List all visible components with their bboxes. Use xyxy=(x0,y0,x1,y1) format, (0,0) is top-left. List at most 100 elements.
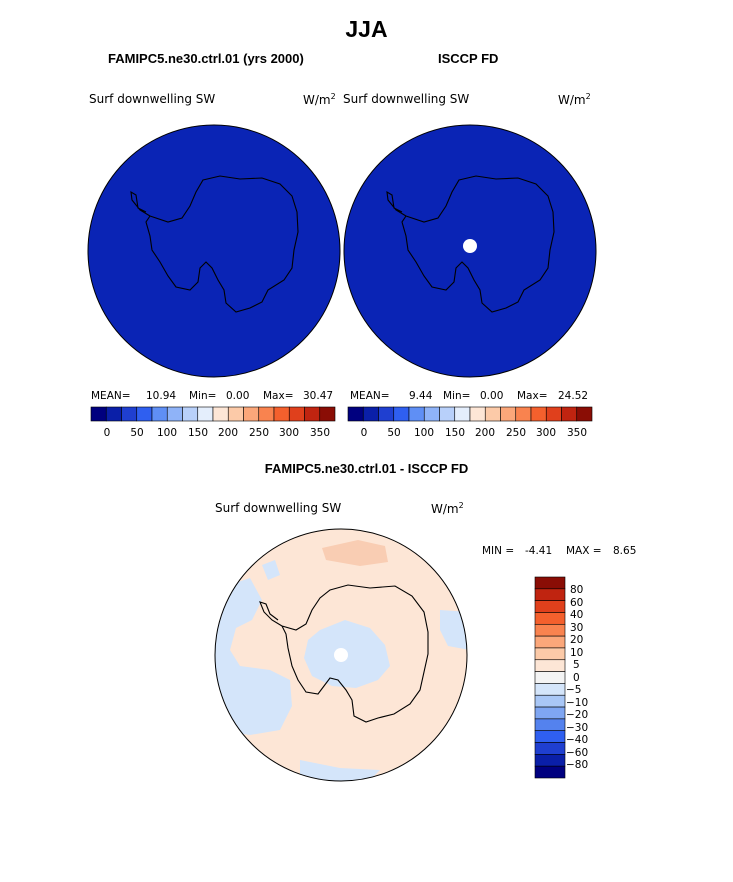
colorbar-diff-label: −10 xyxy=(566,697,589,709)
panel-2-min-value: 0.00 xyxy=(480,390,504,402)
colorbar-diff-label: 20 xyxy=(570,634,584,646)
colorbar-swatch xyxy=(534,612,566,625)
colorbar-1-tick: 200 xyxy=(217,427,239,439)
negative-region xyxy=(215,578,292,735)
colorbar-swatch xyxy=(534,754,566,767)
colorbar-swatch xyxy=(319,406,336,422)
panel-1-mean-value: 10.94 xyxy=(146,390,177,402)
colorbar-swatch xyxy=(197,406,214,422)
colorbar-1-tick: 0 xyxy=(103,427,111,439)
colorbar-swatch xyxy=(534,600,566,613)
diff-heading: FAMIPC5.ne30.ctrl.01 - ISCCP FD xyxy=(264,461,469,476)
colorbar-2-tick: 100 xyxy=(413,427,435,439)
colorbar-diff xyxy=(534,576,566,779)
panel-1-min-value: 0.00 xyxy=(226,390,250,402)
colorbar-swatch xyxy=(530,406,547,422)
panel-2-field-label: Surf downwelling SW xyxy=(343,92,470,106)
colorbar-1-tick: 350 xyxy=(309,427,331,439)
panel-2-min-label: Min= xyxy=(443,390,471,402)
panel-1-max-label: Max= xyxy=(263,390,294,402)
colorbar-swatch xyxy=(151,406,168,422)
diff-field-label: Surf downwelling SW xyxy=(215,501,342,515)
colorbar-swatch xyxy=(534,659,566,672)
colorbar-swatch xyxy=(576,406,593,422)
colorbar-diff-label: 30 xyxy=(570,622,584,634)
colorbar-swatch xyxy=(258,406,275,422)
panel-1-min-label: Min= xyxy=(189,390,217,402)
figure-title: JJA xyxy=(345,16,388,42)
colorbar-swatch xyxy=(136,406,153,422)
diff-max-value: 8.65 xyxy=(613,545,637,557)
colorbar-swatch xyxy=(288,406,305,422)
colorbar-2-tick: 50 xyxy=(387,427,401,439)
colorbar-1-tick: 150 xyxy=(187,427,209,439)
colorbar-diff-label: −80 xyxy=(566,759,589,771)
negative-region xyxy=(300,760,380,781)
colorbar-swatch xyxy=(469,406,486,422)
colorbar-diff-label: 60 xyxy=(570,597,584,609)
colorbar-diff-label: −30 xyxy=(566,722,589,734)
colorbar-diff-label: 0 xyxy=(573,672,580,684)
colorbar-swatch xyxy=(534,683,566,696)
colorbar-diff-label: −5 xyxy=(566,684,582,696)
colorbar-swatch xyxy=(534,635,566,649)
colorbar-swatch xyxy=(393,406,410,422)
diff-min-value: -4.41 xyxy=(525,545,553,557)
colorbar-swatch xyxy=(362,406,379,422)
colorbar-swatch xyxy=(90,406,107,422)
diff-max-label: MAX = xyxy=(566,545,602,557)
colorbar-swatch xyxy=(243,406,260,422)
colorbar-swatch xyxy=(534,742,566,755)
colorbar-2-tick: 200 xyxy=(474,427,496,439)
colorbar-1-tick: 250 xyxy=(248,427,270,439)
colorbar-swatch xyxy=(484,406,501,422)
colorbar-swatch xyxy=(534,623,566,637)
colorbar-swatch xyxy=(304,406,321,422)
panel-2-mean-label: MEAN= xyxy=(350,390,390,402)
colorbar-diff-label: 40 xyxy=(570,609,584,621)
diff-units: W/m2 xyxy=(431,501,464,516)
panel-1-max-value: 30.47 xyxy=(303,390,334,402)
panel-2-map xyxy=(343,124,597,378)
colorbar-swatch xyxy=(534,765,566,779)
colorbar-2-tick: 250 xyxy=(505,427,527,439)
colorbar-1-tick: 50 xyxy=(130,427,144,439)
colorbar-swatch xyxy=(121,406,138,422)
colorbar-swatch xyxy=(182,406,199,422)
antarctica-coastline xyxy=(386,175,555,313)
colorbar-swatch xyxy=(378,406,395,422)
colorbar-swatch xyxy=(166,406,183,422)
colorbar-swatch xyxy=(454,406,471,422)
colorbar-swatch xyxy=(408,406,425,422)
panel-1-heading: FAMIPC5.ne30.ctrl.01 (yrs 2000) xyxy=(108,51,304,66)
colorbar-swatch xyxy=(273,406,290,422)
panel-2-max-value: 24.52 xyxy=(558,390,589,402)
colorbar-2-tick: 300 xyxy=(535,427,557,439)
colorbar-diff-label: 10 xyxy=(570,647,584,659)
diff-map xyxy=(214,528,468,782)
panel-1-mean-label: MEAN= xyxy=(91,390,131,402)
colorbar-swatch xyxy=(534,671,566,684)
pole-hole xyxy=(334,648,348,662)
colorbar-swatch xyxy=(534,730,566,743)
colorbar-diff-label: −40 xyxy=(566,734,589,746)
colorbar-swatch xyxy=(439,406,456,422)
panel-2-units: W/m2 xyxy=(558,92,591,107)
colorbar-swatch xyxy=(500,406,517,422)
colorbar-swatch xyxy=(545,406,562,422)
colorbar-diff-label: 80 xyxy=(570,584,584,596)
colorbar-diff-label: 5 xyxy=(573,659,580,671)
colorbar-swatch xyxy=(423,406,440,422)
colorbar-diff-label: −60 xyxy=(566,747,589,759)
colorbar-swatch xyxy=(534,588,566,601)
panel-2-mean-value: 9.44 xyxy=(409,390,433,402)
colorbar-2-tick: 150 xyxy=(444,427,466,439)
colorbar-swatch xyxy=(534,694,566,708)
colorbar-swatch xyxy=(534,718,566,732)
colorbar-2-tick: 0 xyxy=(360,427,368,439)
colorbar-swatch xyxy=(105,406,122,422)
colorbar-swatch xyxy=(515,406,532,422)
colorbar-swatch xyxy=(347,406,364,422)
colorbar-swatch xyxy=(534,647,566,661)
